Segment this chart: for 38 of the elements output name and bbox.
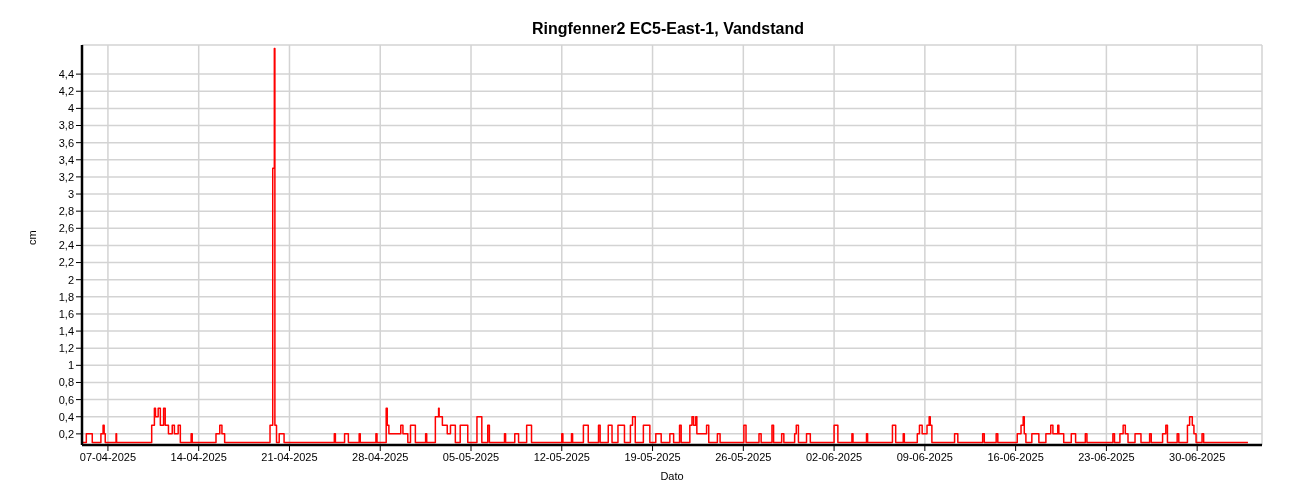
x-tick-label: 02-06-2025: [805, 450, 863, 463]
x-tick-label: 09-06-2025: [896, 450, 953, 463]
y-tick-label: 0,6: [58, 393, 74, 406]
x-tick-label: 12-05-2025: [533, 450, 590, 463]
y-tick-label: 2,8: [58, 205, 74, 218]
y-tick-label: 2,4: [58, 239, 74, 252]
x-tick-label: 14-04-2025: [170, 450, 227, 463]
y-tick-label: 3,6: [58, 136, 74, 149]
y-tick-label: 1,2: [58, 342, 74, 355]
x-tick-label: 05-05-2025: [442, 450, 500, 463]
y-tick-label: 4,4: [58, 68, 74, 81]
y-tick-label: 1,8: [58, 290, 74, 303]
y-tick-label: 2: [67, 273, 74, 286]
x-tick-label: 26-05-2025: [715, 450, 772, 463]
x-tick-label: 21-04-2025: [261, 450, 318, 463]
y-tick-label: 0,2: [58, 427, 74, 440]
y-tick-label: 2,6: [58, 222, 74, 235]
chart-title: Ringfenner2 EC5-East-1, Vandstand: [530, 20, 806, 38]
x-tick-label: 30-06-2025: [1169, 450, 1226, 463]
y-tick-label: 3,8: [58, 119, 74, 132]
y-tick-label: 4,2: [58, 85, 74, 98]
y-tick-label: 3,2: [58, 170, 74, 183]
x-tick-label: 07-04-2025: [79, 450, 137, 463]
x-tick-label: 23-06-2025: [1078, 450, 1135, 463]
y-axis-title: cm: [25, 230, 38, 245]
y-tick-label: 1,4: [58, 324, 74, 337]
y-tick-label: 3: [67, 187, 74, 200]
y-tick-label: 4: [67, 102, 74, 115]
y-tick-label: 1,6: [58, 307, 74, 320]
x-tick-label: 19-05-2025: [624, 450, 681, 463]
x-axis-title: Dato: [660, 470, 684, 482]
y-tick-label: 0,8: [58, 376, 74, 389]
y-tick-label: 2,2: [58, 256, 74, 269]
y-tick-label: 3,4: [58, 153, 74, 166]
y-tick-label: 1: [67, 359, 74, 372]
x-tick-label: 28-04-2025: [352, 450, 409, 463]
x-tick-label: 16-06-2025: [987, 450, 1044, 463]
y-tick-label: 0,4: [58, 410, 74, 423]
